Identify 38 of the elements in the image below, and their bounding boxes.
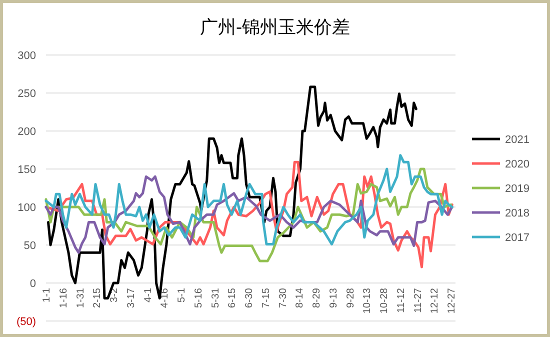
x-tick-label: 9-13 bbox=[328, 288, 340, 308]
x-tick-label: 10-28 bbox=[379, 288, 390, 314]
y-tick-label: 50 bbox=[24, 240, 36, 252]
x-tick-label: 11-27 bbox=[412, 288, 424, 313]
x-tick-label: 1-31 bbox=[75, 288, 86, 308]
x-tick-label: 11-12 bbox=[396, 288, 407, 313]
legend-label: 2017 bbox=[505, 232, 530, 244]
line-series bbox=[44, 154, 454, 246]
x-tick-label: 5-16 bbox=[193, 288, 204, 308]
x-tick-label: 8-29 bbox=[312, 288, 322, 308]
x-tick-label: 3-17 bbox=[126, 288, 137, 308]
legend-label: 2020 bbox=[505, 158, 530, 170]
x-tick-label: 5-31 bbox=[210, 288, 222, 308]
legend-label: 2018 bbox=[505, 207, 530, 220]
x-tick-label: 10-13 bbox=[362, 288, 374, 314]
y-tick-label: (50) bbox=[16, 316, 36, 328]
x-tick-label: 6-15 bbox=[227, 288, 238, 308]
x-tick-label: 5-1 bbox=[176, 288, 188, 302]
x-tick-label: 4-1 bbox=[142, 288, 154, 302]
x-tick-label: 1-16 bbox=[58, 288, 70, 308]
y-tick-label: 300 bbox=[18, 50, 36, 62]
x-tick-label: 2-15 bbox=[92, 288, 104, 308]
x-tick-label: 6-30 bbox=[244, 288, 255, 308]
x-tick-label: 7-15 bbox=[260, 288, 272, 308]
y-tick-label: 250 bbox=[18, 88, 36, 100]
y-tick-label: 200 bbox=[18, 126, 36, 138]
x-tick-label: 12-27 bbox=[446, 288, 458, 314]
x-tick-label: 12-12 bbox=[430, 288, 441, 314]
x-tick-label: 1-1 bbox=[42, 288, 52, 302]
y-tick-label: 150 bbox=[18, 164, 36, 176]
legend-label: 2021 bbox=[505, 134, 530, 146]
x-tick-label: 8-14 bbox=[294, 288, 306, 308]
x-tick-label: 7-30 bbox=[278, 288, 289, 308]
x-tick-label: 9-28 bbox=[345, 288, 356, 308]
y-tick-label: 0 bbox=[30, 278, 36, 290]
chart-title: 广州-锦州玉米价差 bbox=[200, 17, 350, 38]
legend-label: 2019 bbox=[505, 182, 530, 195]
y-tick-label: 100 bbox=[18, 202, 36, 214]
